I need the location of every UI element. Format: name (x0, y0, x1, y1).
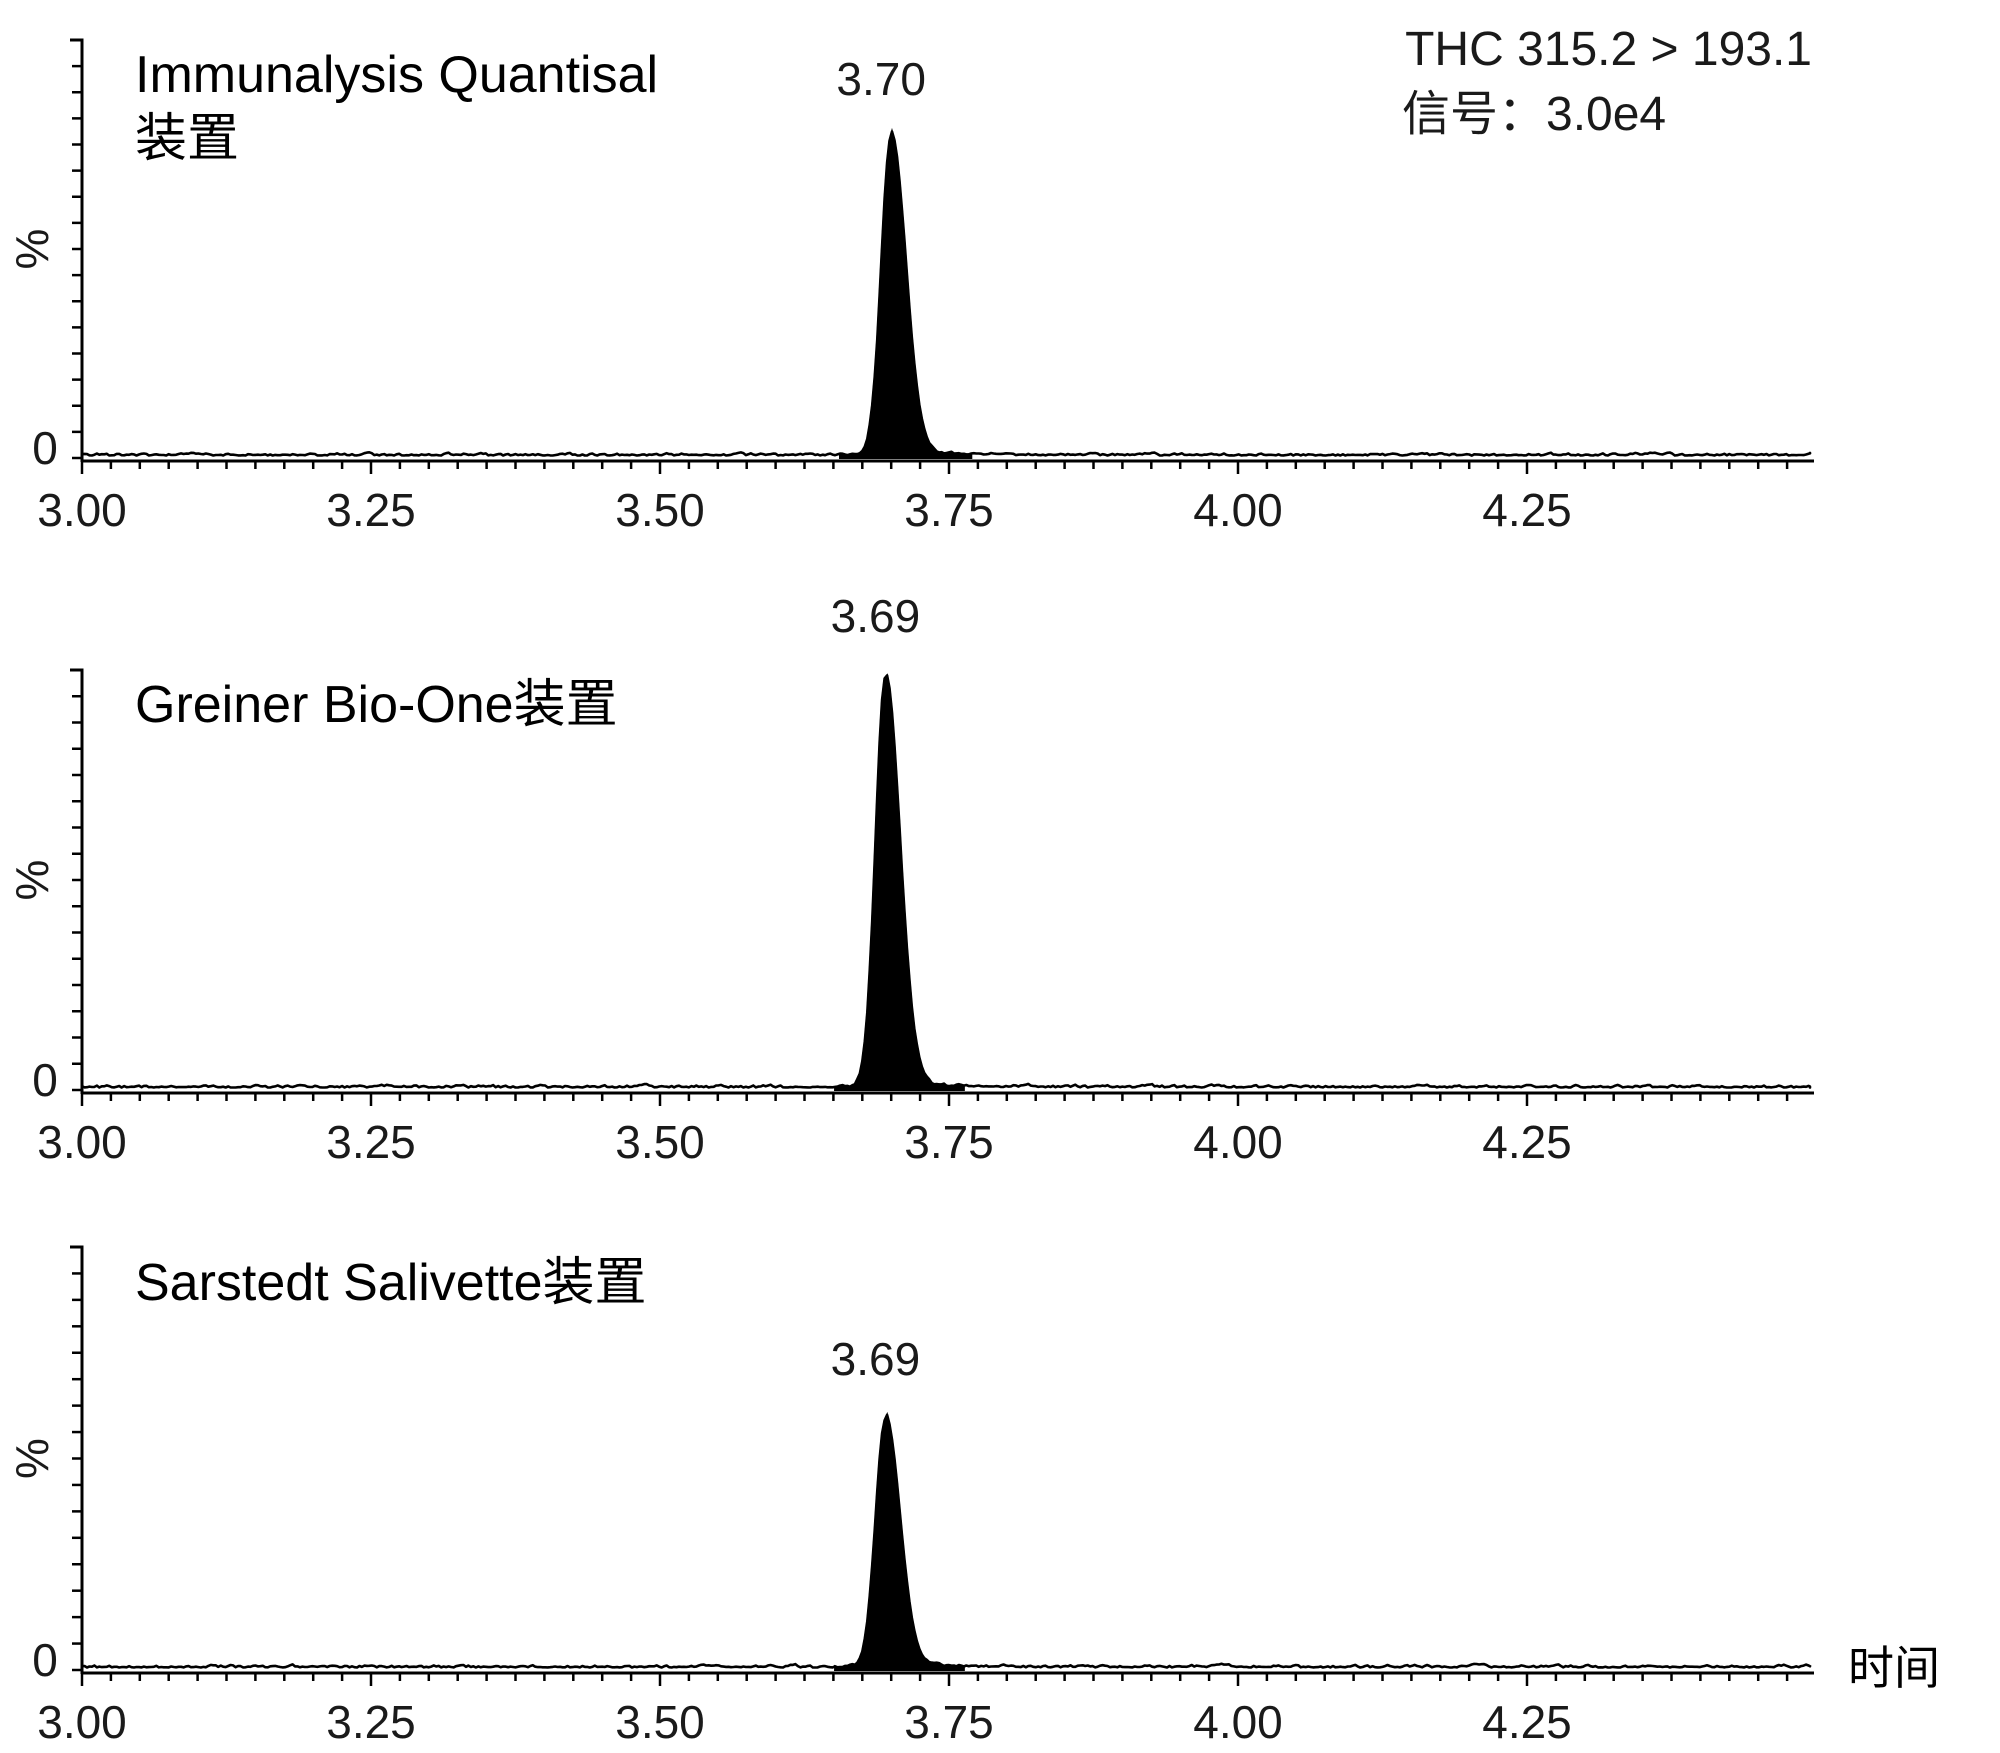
peak-label: 3.70 (836, 53, 926, 105)
chromatogram-panel-3: 3.00 3.25 3.50 3.75 4.00 4.25 0% Sarstedt Saliv… (6, 1245, 1940, 1748)
x-tick-label: 3.25 (326, 1696, 416, 1748)
x-tick-label: 3.50 (615, 1696, 705, 1748)
panel-title: Immunalysis Quantisal (135, 46, 658, 104)
x-tick-label: 4.00 (1193, 484, 1283, 536)
x-tick-label: 3.75 (904, 1116, 994, 1168)
peak-area (834, 1411, 965, 1671)
x-tick-label: 4.25 (1482, 484, 1572, 536)
x-tick-label: 3.25 (326, 484, 416, 536)
y-zero-label: 0 (32, 1054, 58, 1106)
peak-area (834, 673, 965, 1091)
x-tick-label: 3.25 (326, 1116, 416, 1168)
y-axis-label: % (6, 1438, 58, 1479)
x-tick-label: 4.00 (1193, 1116, 1283, 1168)
x-tick-label: 4.00 (1193, 1696, 1283, 1748)
x-tick-label: 3.00 (37, 1696, 127, 1748)
signal-trace (81, 1413, 1812, 1669)
x-axis-title: 时间 (1848, 1642, 1940, 1694)
y-axis (70, 38, 84, 462)
x-tick-label: 3.75 (904, 1696, 994, 1748)
y-axis (70, 668, 84, 1094)
panel-title: Sarstedt Salivette装置 (135, 1254, 647, 1312)
x-tick-label: 3.00 (37, 484, 127, 536)
chromatogram-panel-1: 3.00 3.25 3.50 3.75 4.00 4.25 0% Immunalysis Qu… (6, 23, 1814, 536)
chromatogram-panel-2: 3.00 3.25 3.50 3.75 4.00 4.25 0% Greiner Bio-On… (6, 590, 1814, 1168)
x-tick-label: 4.25 (1482, 1116, 1572, 1168)
peak-label: 3.69 (831, 1333, 921, 1385)
x-tick-label: 3.75 (904, 484, 994, 536)
y-axis-label: % (6, 229, 58, 270)
peak-area (838, 127, 973, 459)
peak-label: 3.69 (831, 590, 921, 642)
signal-intensity-label: 信号：3.0e4 (1402, 88, 1666, 141)
x-tick-label: 3.50 (615, 484, 705, 536)
y-axis (70, 1245, 84, 1674)
y-zero-label: 0 (32, 1634, 58, 1686)
panel-title: 装置 (135, 110, 239, 168)
signal-trace (81, 674, 1812, 1089)
y-axis-label: % (6, 860, 58, 901)
y-zero-label: 0 (32, 422, 58, 474)
x-tick-label: 4.25 (1482, 1696, 1572, 1748)
panel-title: Greiner Bio-One装置 (135, 676, 618, 734)
signal-trace (81, 130, 1812, 457)
x-tick-label: 3.00 (37, 1116, 127, 1168)
channel-label: THC 315.2 > 193.1 (1405, 23, 1812, 76)
x-tick-label: 3.50 (615, 1116, 705, 1168)
